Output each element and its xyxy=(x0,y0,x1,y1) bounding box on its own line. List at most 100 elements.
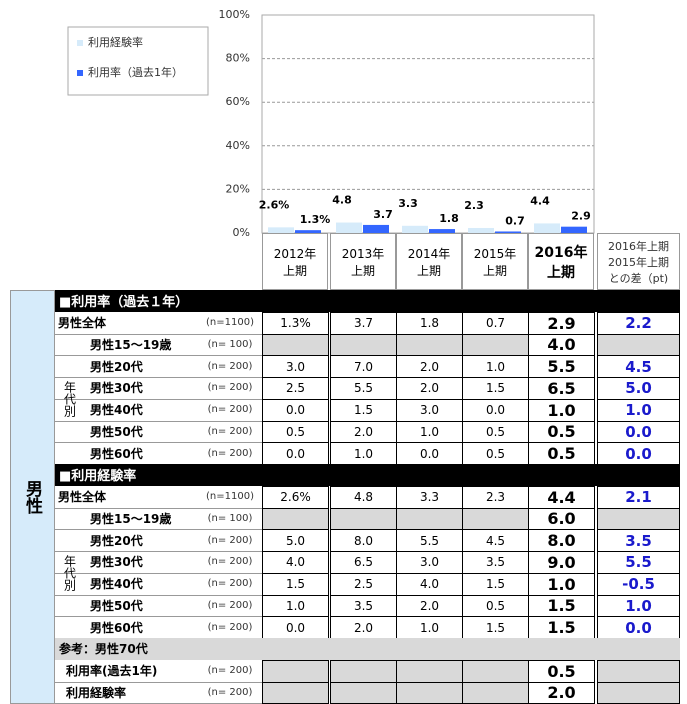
value-cell: 1.5 xyxy=(462,572,529,596)
value-cell: 2.0 xyxy=(396,594,463,618)
value-cell: 0.5 xyxy=(462,594,529,618)
value-cell: 2.6% xyxy=(262,485,329,509)
category-label: 2016年 xyxy=(534,244,588,261)
value-cell: 0.5 xyxy=(462,420,529,444)
row-label: 男性15～19歳 xyxy=(90,337,172,352)
value-cell: 0.0 xyxy=(262,398,329,422)
bar-label: 4.8 xyxy=(332,194,352,207)
row-line xyxy=(55,681,262,683)
y-tick-label: 0% xyxy=(233,226,250,239)
row-label: 男性50代 xyxy=(90,598,143,613)
row-label: 男性50代 xyxy=(90,424,143,439)
side-label: 男性 xyxy=(10,290,55,704)
diff-cell xyxy=(597,333,680,357)
value-cell: 0.5 xyxy=(262,420,329,444)
value-cell: 0.5 xyxy=(528,659,595,683)
n-label: (n= 200) xyxy=(207,599,253,611)
diff-cell xyxy=(597,659,680,683)
row-line xyxy=(55,442,262,444)
value-cell: 8.0 xyxy=(330,529,397,552)
bar-label: 3.3 xyxy=(398,197,418,210)
legend-swatch xyxy=(77,40,83,46)
category-cell: 2014年 上期 xyxy=(396,233,462,290)
row-label: 男性40代 xyxy=(90,577,143,592)
value-cell: 6.5 xyxy=(528,377,595,400)
diff-header-line: 2016年上期 xyxy=(608,239,669,253)
value-cell xyxy=(330,507,397,531)
row-label: 男性20代 xyxy=(90,359,143,374)
category-label: 上期 xyxy=(547,264,575,281)
section-header: ■利用率（過去１年） xyxy=(55,290,680,312)
row-line xyxy=(55,551,262,552)
row-label: 男性40代 xyxy=(90,403,143,418)
value-cell: 1.5 xyxy=(462,616,529,639)
n-label: (n= 100) xyxy=(207,512,253,524)
value-cell: 1.5 xyxy=(528,594,595,618)
row-label: 男性60代 xyxy=(90,620,143,635)
diff-cell: 3.5 xyxy=(597,529,680,552)
row-line xyxy=(55,420,262,422)
row-line xyxy=(55,398,262,400)
category-cell: 2015年 上期 xyxy=(462,233,528,290)
value-cell: 1.0 xyxy=(330,442,397,465)
value-cell xyxy=(330,333,397,357)
bar xyxy=(468,227,494,233)
diff-header-line: 2015年上期 xyxy=(608,255,669,269)
value-cell: 1.5 xyxy=(528,616,595,639)
value-cell: 1.0 xyxy=(528,398,595,422)
value-cell: 0.0 xyxy=(462,398,529,422)
y-tick-label: 100% xyxy=(219,8,250,21)
bar xyxy=(561,226,587,233)
diff-cell: 1.0 xyxy=(597,594,680,618)
row-label: 男性20代 xyxy=(90,533,143,548)
category-label: 上期 xyxy=(282,263,307,278)
value-cell: 0.5 xyxy=(528,420,595,444)
value-cell: 4.0 xyxy=(262,551,329,574)
bar xyxy=(495,231,521,233)
value-cell: 4.0 xyxy=(528,333,595,357)
value-cell: 3.7 xyxy=(330,311,397,335)
bar xyxy=(268,227,294,233)
value-cell: 2.0 xyxy=(330,616,397,639)
legend-box xyxy=(67,26,209,96)
diff-cell: 0.0 xyxy=(597,420,680,444)
bar-label: 4.4 xyxy=(530,194,550,207)
category-label: 2012年 xyxy=(273,246,317,261)
y-tick-label: 40% xyxy=(226,139,250,152)
bar xyxy=(429,229,455,233)
n-label: (n= 100) xyxy=(207,338,253,350)
row-line xyxy=(55,355,262,357)
diff-cell: 2.2 xyxy=(597,311,680,335)
value-cell xyxy=(330,681,397,704)
value-cell xyxy=(396,681,463,704)
row-line xyxy=(55,333,262,335)
category-label: 2013年 xyxy=(341,246,385,261)
value-cell: 4.5 xyxy=(462,529,529,552)
diff-cell: 0.0 xyxy=(597,442,680,465)
value-cell: 1.5 xyxy=(462,377,529,400)
n-label: (n=1100) xyxy=(206,491,254,503)
reference-header: 参考：男性70代 xyxy=(55,638,680,660)
category-label: 上期 xyxy=(350,263,375,278)
diff-cell: -0.5 xyxy=(597,572,680,596)
row-line xyxy=(55,377,262,378)
value-cell: 2.5 xyxy=(262,377,329,400)
group-label: 年代別 xyxy=(62,554,77,591)
value-cell: 2.5 xyxy=(330,572,397,596)
row-line xyxy=(55,616,262,618)
value-cell: 7.0 xyxy=(330,355,397,378)
legend-label: 利用経験率 xyxy=(88,35,143,49)
value-cell xyxy=(462,659,529,683)
row-line xyxy=(55,594,262,596)
value-cell: 0.0 xyxy=(262,616,329,639)
value-cell: 9.0 xyxy=(528,551,595,574)
value-cell: 1.0 xyxy=(528,572,595,596)
bar-label: 2.6% xyxy=(259,198,290,211)
diff-cell: 5.5 xyxy=(597,551,680,574)
value-cell: 4.4 xyxy=(528,485,595,509)
n-label: (n= 200) xyxy=(207,382,253,394)
value-cell xyxy=(462,681,529,704)
value-cell xyxy=(396,659,463,683)
diff-cell: 4.5 xyxy=(597,355,680,378)
